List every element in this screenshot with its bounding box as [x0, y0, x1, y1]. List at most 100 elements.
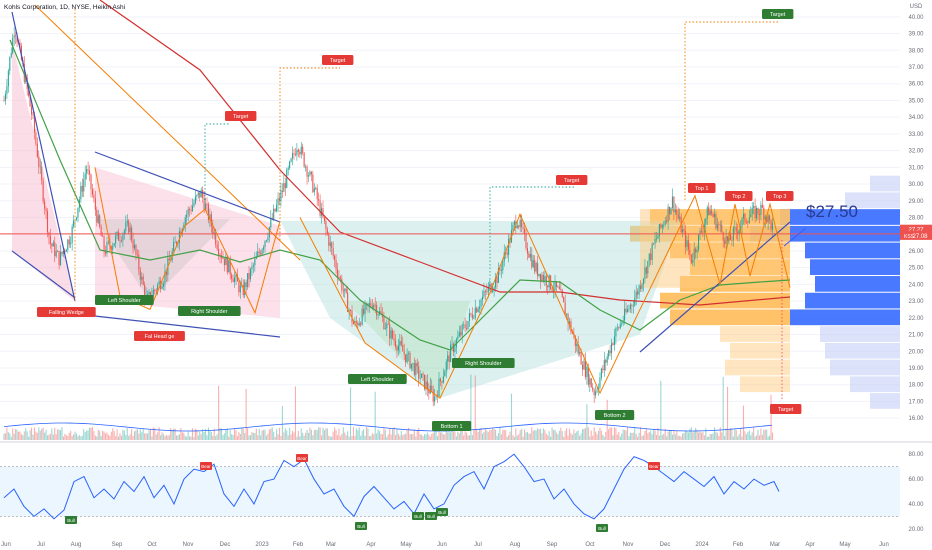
candle-body: [44, 201, 46, 209]
volume-bar: [278, 427, 281, 440]
volume-bar: [661, 435, 663, 440]
candle-body: [294, 154, 296, 156]
price-tick-label: 24.00: [908, 282, 924, 288]
candle-body: [168, 258, 170, 261]
candle-body: [197, 192, 199, 196]
volume-bar: [645, 428, 647, 440]
candle-body: [162, 283, 165, 287]
candle-body: [576, 344, 578, 347]
candle-body: [473, 317, 475, 319]
volume-bar: [313, 429, 315, 440]
candle-body: [51, 243, 53, 247]
candle-body: [535, 263, 537, 272]
volume-bar: [573, 429, 575, 440]
candle-body: [721, 224, 723, 232]
price-tick-label: 28.00: [908, 216, 924, 222]
candle-body: [534, 260, 536, 272]
candle-body: [374, 304, 376, 306]
top-3-label: Top 3: [773, 194, 786, 200]
candle-body: [625, 308, 627, 313]
volume-bar: [306, 429, 308, 440]
volume-bar: [377, 429, 379, 440]
candle-body: [747, 222, 749, 223]
candle-body: [524, 228, 526, 233]
candle-body: [392, 330, 394, 338]
candle-body: [173, 242, 175, 252]
candle-body: [183, 225, 185, 229]
candle-body: [661, 224, 663, 228]
volume-bar: [13, 433, 15, 440]
volume-bar: [653, 428, 655, 440]
candle-body: [529, 254, 531, 258]
volume-bar: [348, 436, 350, 440]
candle-body: [176, 241, 178, 245]
volume-bar: [603, 436, 605, 440]
volume-bar: [609, 427, 611, 440]
candle-body: [318, 199, 320, 201]
target-price-callout: $27.50: [806, 202, 858, 221]
volume-bar: [379, 430, 381, 440]
candle-body: [90, 174, 92, 190]
volume-profile-bar: [820, 326, 900, 342]
candle-body: [450, 344, 452, 362]
top-1-label: Top 1: [695, 186, 708, 192]
candle-body: [448, 355, 450, 362]
time-axis[interactable]: Jun Jul Aug Sep Oct Nov Dec 2023 Feb Mar Apr May Jun…: [1, 542, 889, 548]
candle-body: [689, 249, 691, 255]
volume-bar: [139, 429, 141, 440]
volume-bar: [207, 427, 209, 440]
candle-body: [360, 323, 362, 325]
candle-body: [564, 302, 566, 316]
price-axis[interactable]: 40.00 39.00 38.00 37.00 36.00 35.00 34.00 33.00…: [900, 0, 932, 440]
volume-bar: [303, 435, 305, 440]
volume-bar: [48, 434, 50, 440]
candle-body: [454, 347, 456, 352]
volume-bar: [374, 391, 376, 440]
volume-bar: [329, 436, 331, 440]
volume-bar: [634, 427, 636, 440]
candle-body: [3, 100, 5, 102]
candle-body: [15, 35, 17, 37]
candle-body: [120, 240, 122, 242]
candle-body: [700, 230, 702, 233]
candle-body: [62, 250, 64, 254]
volume-bar: [721, 432, 723, 440]
volume-bar: [506, 436, 508, 440]
volume-bar: [583, 428, 585, 440]
price-tick-label: 21.00: [908, 333, 924, 339]
candle-body: [61, 251, 63, 254]
volume-bar: [619, 436, 621, 440]
volume-bar: [290, 434, 292, 440]
candle-body: [412, 363, 414, 364]
volume-bar: [97, 429, 99, 440]
volume-bar: [147, 433, 149, 440]
volume-bar: [383, 427, 385, 440]
candle-body: [587, 366, 589, 385]
volume-bar: [531, 427, 533, 440]
candle-body: [142, 276, 144, 285]
candle-body: [466, 327, 468, 329]
volume-bar: [160, 435, 162, 440]
candle-body: [126, 220, 128, 224]
volume-bar: [592, 435, 594, 440]
volume-bar: [670, 430, 672, 440]
volume-bar: [541, 433, 543, 440]
candle-body: [397, 345, 399, 351]
time-tick-label: 2024: [695, 542, 709, 548]
candle-body: [128, 220, 130, 233]
candle-body: [608, 350, 610, 357]
candle-body: [338, 277, 340, 278]
volume-bar: [735, 429, 737, 440]
candle-body: [191, 205, 194, 212]
right-shoulder-label: Right Shoulder: [191, 309, 228, 315]
candle-body: [281, 190, 283, 192]
candle-body: [702, 232, 704, 233]
candle-body: [390, 330, 392, 339]
time-tick-label: Dec: [220, 542, 231, 548]
candle-body: [463, 324, 465, 326]
volume-bar: [107, 434, 109, 440]
volume-bar: [352, 427, 354, 440]
volume-bar: [318, 427, 320, 440]
candle-body: [655, 238, 658, 240]
volume-bar: [425, 434, 427, 440]
